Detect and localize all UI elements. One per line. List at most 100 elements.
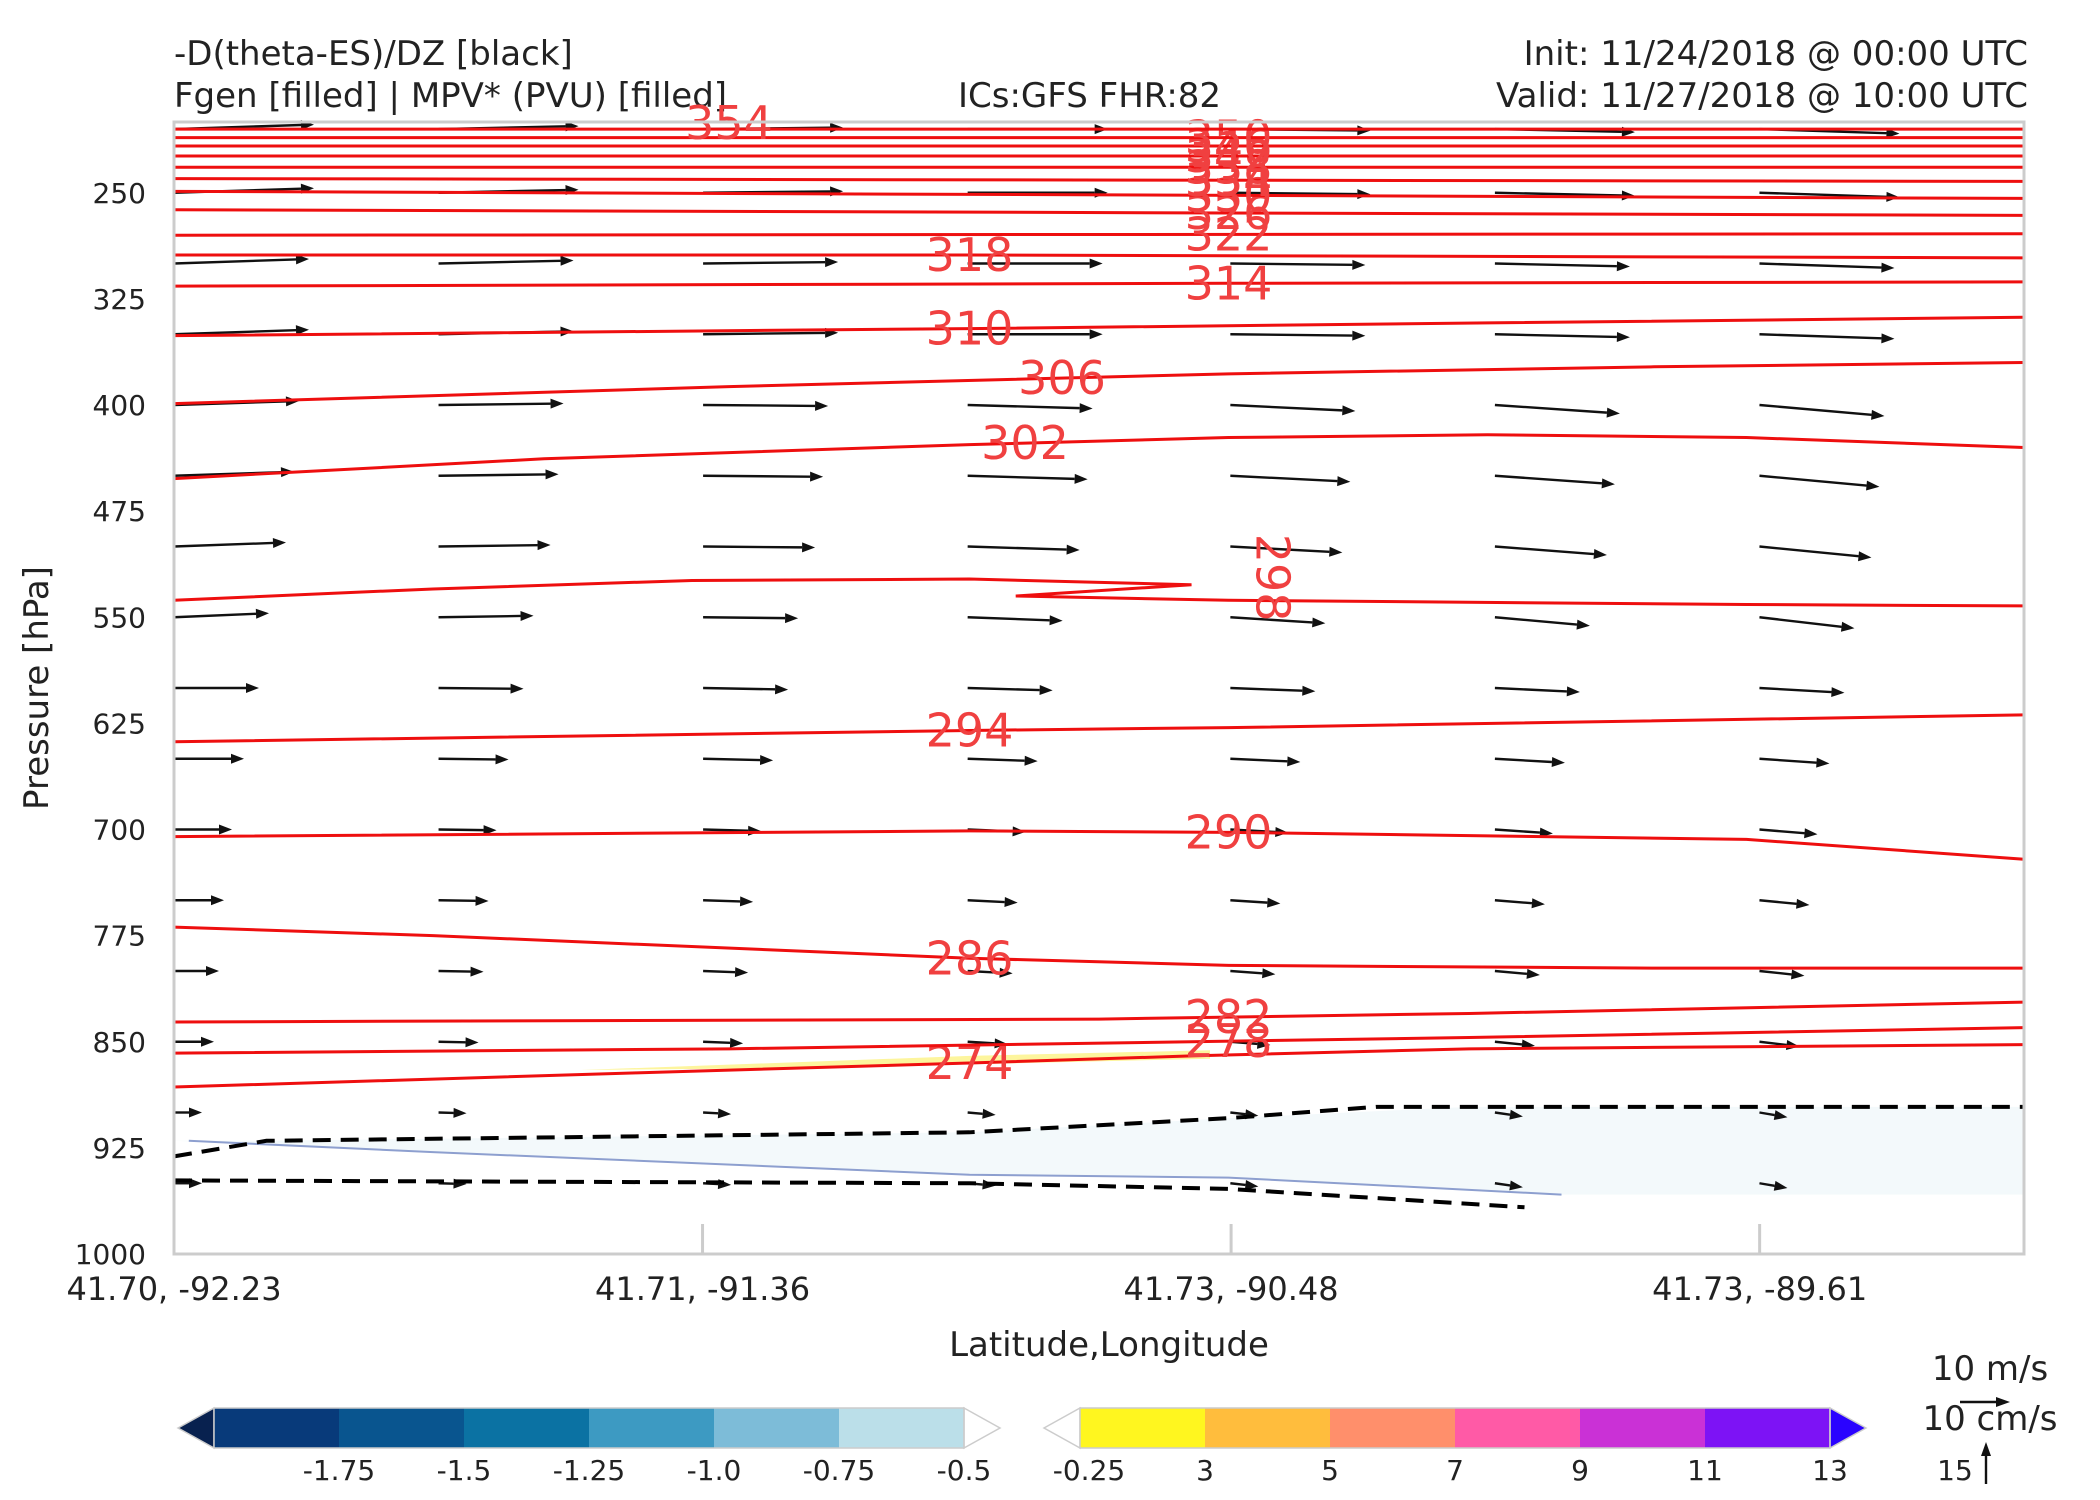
wind-vector-head xyxy=(550,398,564,409)
theta-contour-label: 278 xyxy=(1185,1014,1273,1068)
wind-vector xyxy=(703,684,789,695)
theta-contour-label: 330 xyxy=(1185,168,1273,222)
wind-vector-shaft xyxy=(1759,333,1882,340)
colorbar-tick-label: -1.75 xyxy=(303,1454,375,1487)
wind-vector-shaft xyxy=(173,258,297,265)
reference-vector: 10 m/s 10 cm/s xyxy=(1922,1349,2058,1484)
wind-vector xyxy=(1494,898,1545,909)
wind-vector xyxy=(967,258,1103,269)
theta-contour xyxy=(173,361,2025,406)
wind-vector-head xyxy=(545,469,559,480)
wind-vector-shaft xyxy=(1494,616,1578,626)
wind-vector-head xyxy=(810,471,824,482)
wind-vector-shaft xyxy=(438,899,476,903)
wind-vector xyxy=(438,1037,479,1048)
wind-vector-shaft xyxy=(703,616,786,620)
wind-vector xyxy=(703,755,774,766)
wind-vector-shaft xyxy=(703,260,826,265)
wind-vector-shaft xyxy=(1230,191,1358,196)
wind-vector xyxy=(1494,403,1620,418)
wind-vector-head xyxy=(729,1037,744,1048)
colorbar-tick-label: 7 xyxy=(1446,1454,1464,1487)
wind-vector-shaft xyxy=(967,474,1075,481)
theta-contour xyxy=(173,433,2025,481)
wind-vector-head xyxy=(1267,897,1281,908)
wind-vector-shaft xyxy=(703,686,776,691)
wind-vector-head xyxy=(759,755,774,766)
wind-vector-head xyxy=(520,610,534,621)
y-tick-label: 775 xyxy=(93,920,146,953)
x-tick-label: 41.70, -92.23 xyxy=(66,1270,281,1308)
theta-contour xyxy=(173,232,2025,237)
wind-vector-head xyxy=(1804,828,1818,839)
wind-vectors xyxy=(173,119,1900,1191)
colorbar-segment xyxy=(339,1408,465,1448)
colorbar-tick-label: -1.25 xyxy=(553,1454,625,1487)
wind-vector xyxy=(1759,686,1845,698)
colorbar-tick-label: 3 xyxy=(1196,1454,1214,1487)
plot-border xyxy=(172,120,2026,1256)
theta-contour xyxy=(174,253,2025,260)
colorbar-tick-label: 9 xyxy=(1571,1454,1589,1487)
wind-vector-head xyxy=(1352,330,1366,341)
wind-vector-head xyxy=(825,257,839,268)
colorbar-tick-label: 11 xyxy=(1687,1454,1723,1487)
wind-vector-head xyxy=(1539,827,1553,838)
wind-vector xyxy=(438,754,509,765)
wind-vector-shaft xyxy=(967,686,1040,692)
wind-vector-head xyxy=(1244,1180,1259,1190)
colorbar-outline xyxy=(1079,1407,1831,1449)
wind-vector-head xyxy=(470,966,484,977)
wind-vector-head xyxy=(1004,897,1018,908)
wind-vector-shaft xyxy=(967,616,1050,622)
wind-vector-head xyxy=(219,824,232,835)
wind-vector-head xyxy=(189,1107,202,1118)
wind-vector-head xyxy=(1357,189,1371,200)
wind-vector-head xyxy=(453,1107,467,1118)
wind-vector xyxy=(703,896,754,907)
colorbar-extend-right xyxy=(1829,1406,1868,1450)
y-tick-label: 850 xyxy=(93,1026,146,1059)
wind-vector xyxy=(174,1107,202,1118)
wind-vector-shaft xyxy=(703,545,803,549)
wind-vector xyxy=(1230,403,1356,416)
theta-contour-label: 350 xyxy=(1185,111,1273,165)
x-tick-label: 41.73, -90.48 xyxy=(1124,1270,1339,1308)
wind-vector-shaft xyxy=(1230,616,1313,624)
wind-vector-shaft xyxy=(1494,403,1608,414)
wind-vector-shaft xyxy=(1759,828,1805,835)
theta-contour xyxy=(173,577,2025,608)
colorbar-segment xyxy=(1580,1408,1706,1448)
title-line-2: Fgen [filled] | MPV* (PVU) [filled] xyxy=(174,76,728,116)
wind-vector-shaft xyxy=(438,614,521,619)
wind-vector-head xyxy=(1773,1110,1788,1121)
wind-vector xyxy=(438,469,559,480)
wind-vector-head xyxy=(1352,259,1366,270)
wind-vector-head xyxy=(1858,551,1872,562)
wind-vector-shaft xyxy=(703,1111,719,1115)
wind-vector-shaft xyxy=(438,473,546,477)
wind-vector-head xyxy=(747,825,762,836)
theta-contour-label: 318 xyxy=(926,228,1014,282)
theta-contour xyxy=(173,1000,2025,1024)
wind-vector-head xyxy=(206,966,219,976)
x-tick-label: 41.71, -91.36 xyxy=(595,1270,810,1308)
wind-vector xyxy=(1230,616,1326,628)
wind-vector-shaft xyxy=(1230,899,1268,904)
wind-vector xyxy=(1230,545,1343,557)
wind-vector-shaft xyxy=(1494,1182,1511,1187)
wind-vector-shaft xyxy=(1494,757,1552,764)
theta-contour xyxy=(173,1043,2025,1089)
title-line-1: -D(theta-ES)/DZ [black] xyxy=(174,34,573,74)
colorbar-segment xyxy=(1205,1408,1331,1448)
wind-vector xyxy=(1759,1110,1788,1121)
wind-vector xyxy=(1494,686,1580,697)
wind-vector-head xyxy=(1881,262,1895,273)
wind-vector-head xyxy=(1079,403,1093,414)
wind-vector xyxy=(703,613,799,624)
wind-vector-head xyxy=(982,1108,996,1119)
wind-vector-head xyxy=(1576,619,1590,630)
wind-vector-head xyxy=(1287,756,1301,767)
wind-vector xyxy=(438,398,564,409)
wind-vector xyxy=(1494,331,1630,342)
